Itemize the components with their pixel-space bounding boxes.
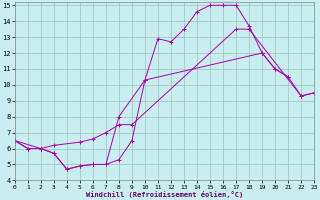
X-axis label: Windchill (Refroidissement éolien,°C): Windchill (Refroidissement éolien,°C) xyxy=(86,191,243,198)
